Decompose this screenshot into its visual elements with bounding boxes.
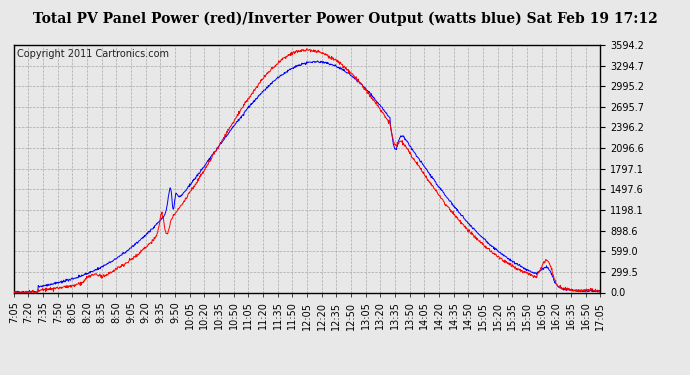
Text: Copyright 2011 Cartronics.com: Copyright 2011 Cartronics.com: [17, 49, 169, 59]
Text: Total PV Panel Power (red)/Inverter Power Output (watts blue) Sat Feb 19 17:12: Total PV Panel Power (red)/Inverter Powe…: [32, 11, 658, 26]
